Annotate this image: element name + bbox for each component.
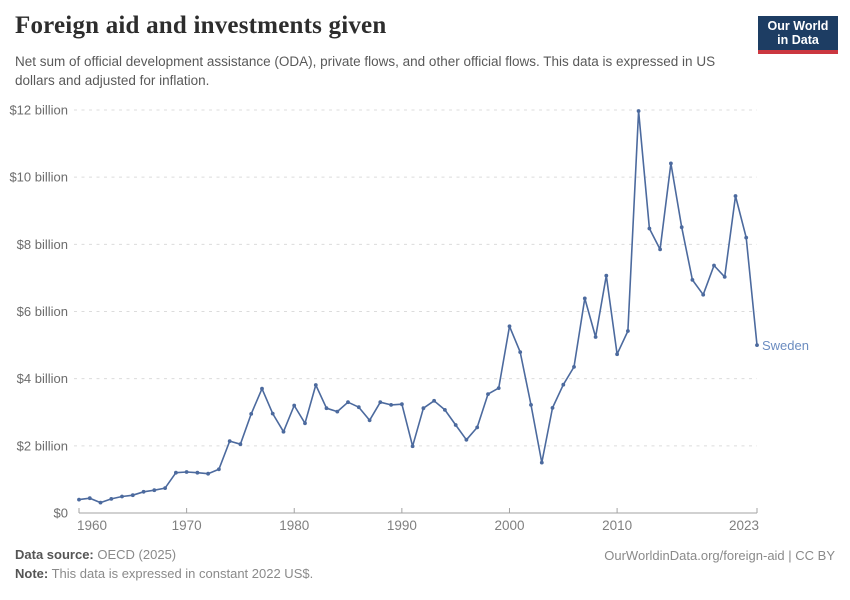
- data-point-1971[interactable]: [195, 470, 200, 475]
- data-point-1984[interactable]: [335, 409, 340, 414]
- data-point-2020[interactable]: [722, 275, 727, 279]
- owid-logo[interactable]: Our World in Data: [758, 16, 838, 54]
- data-point-1987[interactable]: [367, 418, 372, 423]
- data-point-1990[interactable]: [400, 402, 404, 407]
- data-point-1998[interactable]: [486, 392, 490, 396]
- data-point-2001[interactable]: [518, 350, 523, 354]
- data-point-1974[interactable]: [227, 439, 232, 443]
- x-axis-label-2000: 2000: [494, 518, 524, 533]
- data-point-1962[interactable]: [98, 500, 103, 505]
- data-point-2017[interactable]: [690, 278, 695, 282]
- data-point-2010[interactable]: [615, 352, 619, 357]
- y-axis-label-6: $6 billion: [17, 304, 68, 319]
- data-point-2016[interactable]: [679, 225, 684, 230]
- y-axis-label-4: $4 billion: [17, 371, 68, 386]
- credit-link[interactable]: OurWorldinData.org/foreign-aid | CC BY: [604, 548, 835, 563]
- data-point-1989[interactable]: [389, 403, 393, 407]
- data-point-2004[interactable]: [550, 406, 555, 410]
- data-point-2006[interactable]: [572, 365, 576, 369]
- chart-footer: Data source: OECD (2025) Note: This data…: [15, 548, 313, 586]
- x-axis-label-2010: 2010: [602, 518, 632, 533]
- data-point-2021[interactable]: [733, 194, 738, 198]
- data-source-label: Data source:: [15, 547, 94, 562]
- y-axis-label-12: $12 billion: [9, 103, 68, 118]
- data-point-2011[interactable]: [626, 329, 630, 333]
- y-axis-label-2: $2 billion: [17, 438, 68, 453]
- data-point-2003[interactable]: [539, 460, 544, 465]
- data-point-2022[interactable]: [744, 235, 749, 240]
- note-line: Note: This data is expressed in constant…: [15, 567, 313, 580]
- data-point-1973[interactable]: [217, 467, 221, 472]
- data-point-1960[interactable]: [77, 497, 81, 502]
- data-point-1979[interactable]: [281, 429, 286, 434]
- note-value: This data is expressed in constant 2022 …: [51, 566, 314, 581]
- data-point-2018[interactable]: [701, 292, 706, 297]
- data-point-2012[interactable]: [636, 109, 641, 113]
- data-point-1976[interactable]: [249, 412, 254, 416]
- data-point-2008[interactable]: [593, 335, 598, 339]
- data-point-1981[interactable]: [303, 421, 307, 426]
- chart-subtitle: Net sum of official development assistan…: [15, 54, 716, 88]
- data-point-1978[interactable]: [270, 411, 275, 416]
- x-axis-label-1990: 1990: [387, 518, 417, 533]
- data-point-2014[interactable]: [658, 247, 662, 252]
- data-point-1996[interactable]: [464, 437, 469, 442]
- data-point-1994[interactable]: [443, 408, 447, 412]
- data-point-1995[interactable]: [453, 423, 458, 427]
- data-point-1967[interactable]: [152, 488, 157, 493]
- data-point-1982[interactable]: [313, 383, 318, 387]
- owid-logo-line1: Our World: [767, 19, 829, 33]
- y-axis-label-10: $10 billion: [9, 170, 68, 185]
- data-point-1961[interactable]: [87, 496, 92, 501]
- data-point-1977[interactable]: [260, 386, 264, 391]
- data-point-1975[interactable]: [238, 442, 243, 447]
- x-axis-label-1960: 1960: [77, 518, 107, 533]
- data-point-1969[interactable]: [174, 470, 178, 475]
- data-point-1999[interactable]: [496, 386, 501, 390]
- x-axis-label-1970: 1970: [172, 518, 202, 533]
- page-title: Foreign aid and investments given: [15, 12, 387, 39]
- data-point-1970[interactable]: [184, 470, 189, 474]
- x-axis-label-1980: 1980: [279, 518, 309, 533]
- data-point-2000[interactable]: [507, 324, 512, 329]
- data-point-1988[interactable]: [378, 400, 383, 405]
- data-point-1966[interactable]: [141, 489, 146, 494]
- data-point-2007[interactable]: [582, 296, 587, 301]
- data-point-1983[interactable]: [324, 406, 329, 411]
- data-point-1972[interactable]: [206, 471, 211, 476]
- data-point-2005[interactable]: [561, 382, 566, 387]
- data-point-1985[interactable]: [346, 400, 350, 405]
- data-point-1965[interactable]: [130, 493, 135, 498]
- data-point-1980[interactable]: [292, 403, 297, 408]
- series-label-sweden[interactable]: Sweden: [762, 338, 809, 353]
- data-point-1997[interactable]: [475, 425, 480, 430]
- owid-logo-line2: in Data: [777, 33, 819, 47]
- x-axis-label-2023: 2023: [729, 518, 759, 533]
- data-point-1992[interactable]: [421, 406, 426, 411]
- data-line-sweden[interactable]: [78, 110, 758, 504]
- data-source-line: Data source: OECD (2025): [15, 548, 313, 561]
- note-label: Note:: [15, 566, 49, 581]
- data-point-2009[interactable]: [604, 273, 609, 278]
- data-point-1963[interactable]: [109, 497, 114, 501]
- data-point-2013[interactable]: [647, 226, 652, 231]
- data-point-1991[interactable]: [410, 444, 415, 449]
- data-point-1986[interactable]: [356, 405, 361, 410]
- data-point-2019[interactable]: [712, 263, 716, 268]
- data-point-1964[interactable]: [120, 494, 124, 499]
- data-source-value: OECD (2025): [97, 547, 177, 562]
- data-point-1993[interactable]: [432, 398, 436, 403]
- y-axis-label-8: $8 billion: [17, 237, 68, 252]
- data-point-2015[interactable]: [669, 161, 673, 166]
- data-point-2002[interactable]: [529, 403, 533, 407]
- data-point-2023[interactable]: [755, 343, 759, 347]
- data-point-1968[interactable]: [163, 486, 168, 490]
- y-axis-label-0: $0: [54, 506, 68, 521]
